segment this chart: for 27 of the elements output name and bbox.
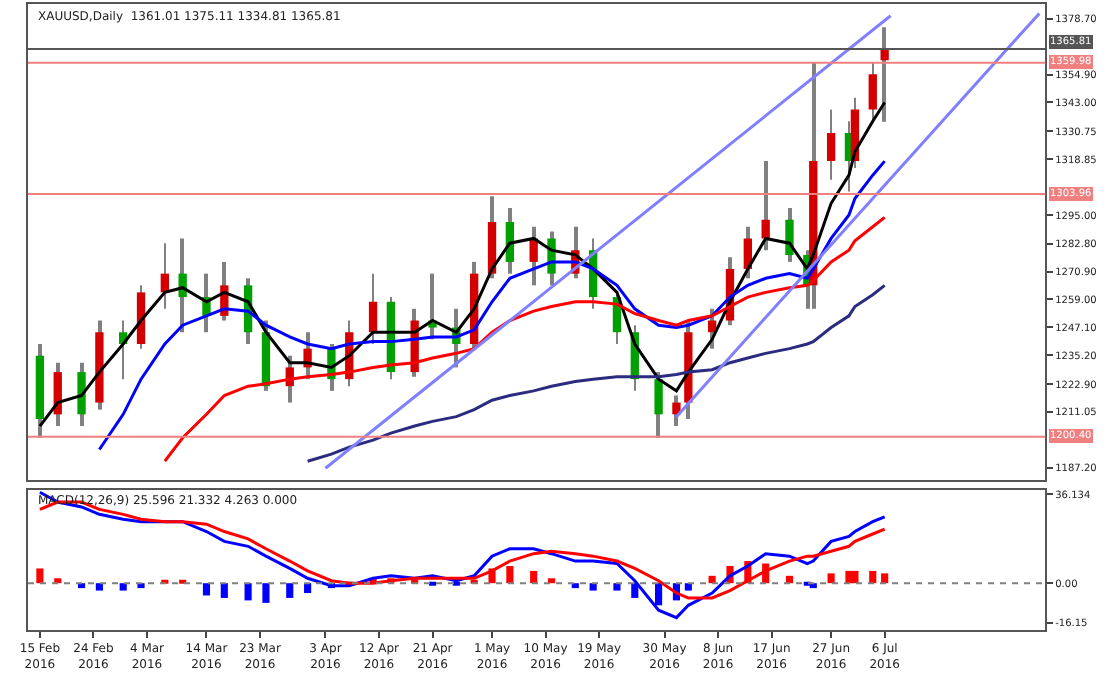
bar	[631, 583, 639, 598]
bar	[655, 583, 663, 606]
bar	[220, 583, 228, 598]
line-series	[38, 490, 887, 620]
bar	[286, 583, 294, 598]
bar	[547, 578, 556, 584]
bar	[202, 583, 211, 596]
bar	[881, 573, 889, 584]
line-series	[97, 159, 887, 451]
line-series	[38, 100, 887, 428]
line-series	[163, 215, 887, 463]
bar	[304, 583, 312, 594]
bar	[262, 583, 270, 603]
bar	[869, 570, 877, 584]
bar	[530, 570, 538, 584]
bar	[827, 573, 835, 584]
bar	[684, 583, 692, 591]
bar	[244, 583, 252, 601]
bar	[571, 583, 579, 589]
bar	[36, 568, 44, 584]
bar	[119, 583, 127, 591]
bar	[95, 583, 103, 591]
bar	[851, 570, 859, 584]
bar	[589, 583, 597, 591]
bar	[613, 583, 621, 591]
line-series	[306, 283, 887, 463]
bar	[506, 565, 514, 584]
